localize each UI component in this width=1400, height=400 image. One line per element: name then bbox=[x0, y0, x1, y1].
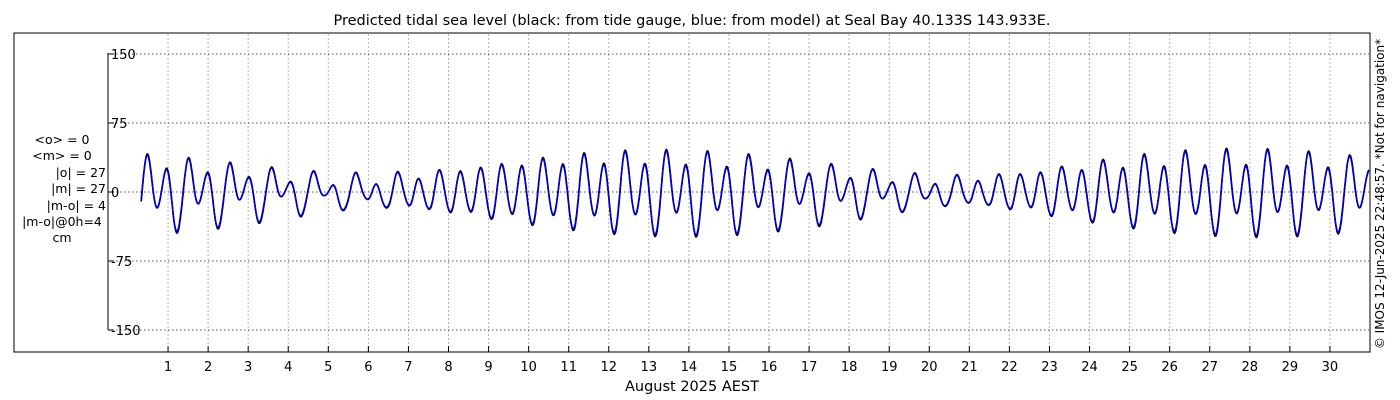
x-tick-labels: 1 2 3 4 5 6 7 8 9 10 11 12 13 14 15 16 17 18 19 20 21 22 23 24 2… bbox=[164, 360, 1338, 375]
x-tick-label: 13 bbox=[641, 360, 658, 375]
stats-panel: <o> = 0 <m> = 0 |o| = 27 |m| = 27 |m-o| … bbox=[14, 132, 110, 247]
stat-diff-0h: |m-o|@0h=4 bbox=[22, 214, 102, 230]
stat-abs-diff: |m-o| = 4 bbox=[46, 197, 106, 213]
x-tick-label: 5 bbox=[324, 360, 332, 375]
x-tick-label: 27 bbox=[1201, 360, 1218, 375]
stat-abs-obs: |o| = 27 bbox=[55, 164, 106, 180]
x-tick-label: 22 bbox=[1001, 360, 1018, 375]
y-tick-labels: 150 75 0 -75 -150 bbox=[111, 48, 141, 339]
y-tick-label: 0 bbox=[111, 186, 119, 201]
stat-mean-obs: <o> = 0 bbox=[34, 132, 90, 147]
stat-mean-model: <m> = 0 bbox=[32, 148, 92, 164]
y-tick-label: 75 bbox=[111, 117, 128, 132]
x-tick-label: 28 bbox=[1242, 360, 1259, 375]
x-tick-label: 8 bbox=[444, 360, 452, 375]
x-tick-label: 12 bbox=[600, 360, 617, 375]
x-tick-label: 14 bbox=[681, 360, 698, 375]
x-tick-label: 30 bbox=[1322, 360, 1339, 375]
x-tick-label: 4 bbox=[284, 360, 292, 375]
x-tick-label: 18 bbox=[841, 360, 858, 375]
vertical-gridlines bbox=[167, 34, 1331, 352]
x-tick-label: 24 bbox=[1081, 360, 1098, 375]
x-tick-label: 1 bbox=[164, 360, 172, 375]
x-tick-label: 26 bbox=[1161, 360, 1178, 375]
x-tick-label: 29 bbox=[1282, 360, 1299, 375]
series-line-model bbox=[140, 148, 1370, 237]
credit-text: © IMOS 12-Jun-2025 22:48:57. *Not for na… bbox=[1373, 38, 1387, 350]
x-axis-label: August 2025 AEST bbox=[625, 379, 759, 395]
stat-unit: cm bbox=[52, 230, 72, 246]
y-tick-label: 150 bbox=[111, 48, 136, 63]
x-tick-label: 7 bbox=[404, 360, 412, 375]
stat-abs-model: |m| = 27 bbox=[51, 181, 106, 197]
x-tick-label: 11 bbox=[560, 360, 577, 375]
x-tick-label: 2 bbox=[204, 360, 212, 375]
x-tick-label: 20 bbox=[921, 360, 938, 375]
x-tick-label: 16 bbox=[761, 360, 778, 375]
x-tick-label: 23 bbox=[1041, 360, 1058, 375]
y-tick-label: -75 bbox=[111, 255, 132, 270]
x-tick-label: 6 bbox=[364, 360, 372, 375]
x-tick-label: 21 bbox=[961, 360, 978, 375]
x-tick-label: 10 bbox=[520, 360, 537, 375]
chart-title: Predicted tidal sea level (black: from t… bbox=[334, 13, 1051, 29]
x-tick-label: 25 bbox=[1121, 360, 1138, 375]
x-tick-label: 3 bbox=[244, 360, 252, 375]
y-tick-label: -150 bbox=[111, 324, 141, 339]
x-tick-label: 9 bbox=[484, 360, 492, 375]
x-tick-label: 19 bbox=[881, 360, 898, 375]
x-tick-label: 17 bbox=[801, 360, 818, 375]
horizontal-gridlines bbox=[108, 53, 1369, 331]
x-tick-label: 15 bbox=[721, 360, 738, 375]
